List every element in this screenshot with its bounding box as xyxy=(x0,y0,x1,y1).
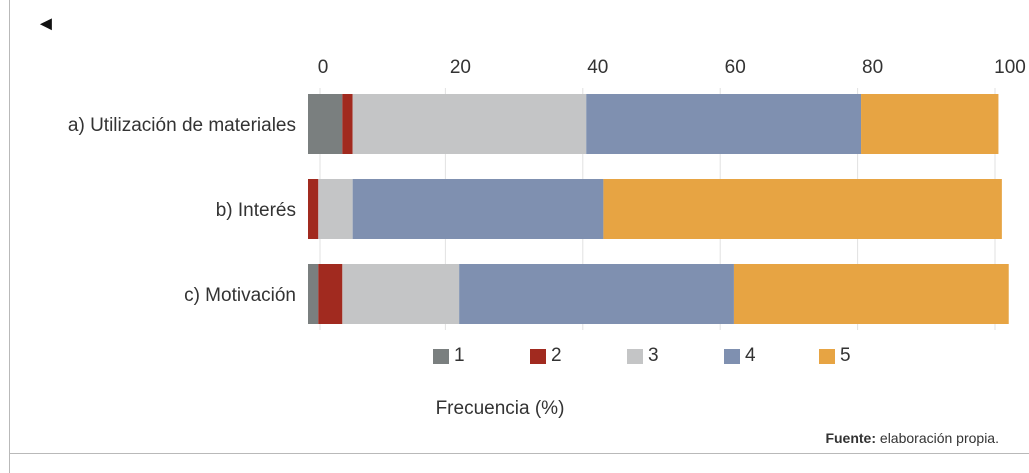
legend-item-4: 4 xyxy=(724,345,756,366)
bar-segment-2-series-3 xyxy=(318,179,353,239)
legend-item-1: 1 xyxy=(433,345,465,366)
bar-segment-1-series-5 xyxy=(861,94,999,154)
bar-segment-1-series-1 xyxy=(308,94,343,154)
legend-item-5: 5 xyxy=(819,345,851,366)
source-label: Fuente: xyxy=(825,430,877,446)
source-note: Fuente: elaboración propia. xyxy=(825,430,999,446)
legend-label: 5 xyxy=(840,345,851,366)
y-category-label: a) Utilización de materiales xyxy=(68,115,296,136)
x-tick-label: 80 xyxy=(862,57,883,78)
x-tick-label: 100 xyxy=(994,57,1026,78)
legend-swatch xyxy=(724,348,740,364)
frame-bottom-border xyxy=(9,453,1029,454)
y-category-label: c) Motivación xyxy=(184,285,296,306)
legend-swatch xyxy=(627,348,643,364)
legend-label: 3 xyxy=(648,345,659,366)
x-tick-label: 0 xyxy=(318,57,329,78)
legend-swatch xyxy=(819,348,835,364)
legend-label: 4 xyxy=(745,345,756,366)
frame-left-border xyxy=(9,0,10,473)
back-arrow-icon[interactable]: ◄ xyxy=(36,13,56,35)
bar-segment-1-series-3 xyxy=(352,94,587,154)
x-tick-label: 40 xyxy=(587,57,608,78)
bar-segment-1-series-4 xyxy=(586,94,862,154)
legend-swatch xyxy=(530,348,546,364)
bar-segment-1-series-2 xyxy=(342,94,353,154)
bar-segment-2-series-2 xyxy=(308,179,319,239)
bar-segment-3-series-3 xyxy=(342,264,460,324)
source-text: elaboración propia. xyxy=(876,430,999,446)
x-tick-label: 20 xyxy=(450,57,471,78)
legend-item-2: 2 xyxy=(530,345,562,366)
legend-label: 1 xyxy=(454,345,465,366)
bar-segment-2-series-5 xyxy=(603,179,1002,239)
bar-segment-3-series-5 xyxy=(733,264,1009,324)
bar-segment-3-series-1 xyxy=(308,264,319,324)
legend-item-3: 3 xyxy=(627,345,659,366)
x-axis-label: Frecuencia (%) xyxy=(435,398,565,419)
legend-swatch xyxy=(433,348,449,364)
bar-segment-3-series-2 xyxy=(318,264,343,324)
bar-segment-2-series-4 xyxy=(352,179,604,239)
x-tick-label: 60 xyxy=(725,57,746,78)
y-category-label: b) Interés xyxy=(216,200,296,221)
bar-segment-3-series-4 xyxy=(459,264,734,324)
legend-label: 2 xyxy=(551,345,562,366)
